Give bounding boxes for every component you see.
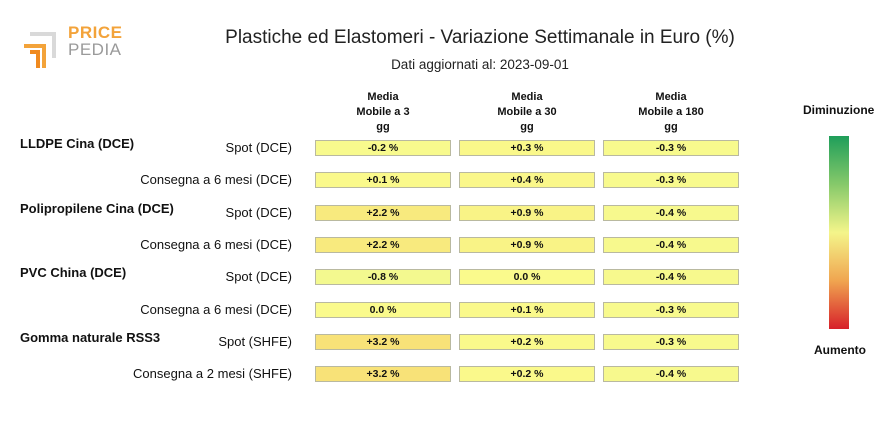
- column-header-line: Mobile a 3: [356, 106, 410, 118]
- value-cell: -0.3 %: [603, 301, 739, 318]
- row-label: Consegna a 6 mesi (DCE): [140, 301, 292, 317]
- value-cell: -0.8 %: [315, 269, 451, 286]
- value-cell: -0.4 %: [603, 269, 739, 286]
- column-header-line: gg: [520, 121, 534, 133]
- value-cell: +3.2 %: [315, 366, 451, 383]
- value-cell: +3.2 %: [315, 333, 451, 350]
- row-label: Consegna a 2 mesi (SHFE): [133, 366, 292, 382]
- column-header-line: Media: [511, 91, 543, 103]
- row-label: Spot (DCE): [225, 204, 292, 220]
- logo-pedia-text: PEDIA: [68, 40, 122, 59]
- column-header-line: gg: [664, 121, 678, 133]
- logo-mark-icon: [24, 32, 56, 68]
- value-cell: -0.3 %: [603, 140, 739, 156]
- legend-top-label: Diminuzione: [803, 103, 875, 117]
- group-label: Polipropilene Cina (DCE): [20, 200, 174, 216]
- value-cell: -0.3 %: [603, 333, 739, 350]
- value-cell: -0.2 %: [315, 140, 451, 156]
- value-cell: +2.2 %: [315, 236, 451, 253]
- value-cell: 0.0 %: [459, 269, 595, 286]
- value-cell: +0.2 %: [459, 333, 595, 350]
- chart-title: Plastiche ed Elastomeri - Variazione Set…: [225, 27, 735, 48]
- row-label: Consegna a 6 mesi (DCE): [140, 236, 292, 252]
- value-cell: +0.4 %: [459, 172, 595, 189]
- value-cell: +0.9 %: [459, 204, 595, 221]
- group-label: PVC China (DCE): [20, 265, 127, 281]
- group-label: LLDPE Cina (DCE): [20, 136, 135, 151]
- chart-subtitle: Dati aggiornati al: 2023-09-01: [391, 57, 569, 72]
- value-cell: +2.2 %: [315, 204, 451, 221]
- column-header-3: Media Mobile a 180 gg: [601, 90, 741, 135]
- row-label: Spot (DCE): [225, 140, 292, 155]
- column-header-1: Media Mobile a 3 gg: [313, 90, 453, 135]
- logo-price-text: PRICE: [68, 23, 123, 42]
- value-cell: -0.4 %: [603, 366, 739, 383]
- pricepedia-logo: PRICE PEDIA: [20, 24, 140, 74]
- column-header-line: Media: [367, 91, 399, 103]
- row-label: Consegna a 6 mesi (DCE): [140, 172, 292, 188]
- logo-wordmark: PRICE PEDIA: [68, 24, 122, 58]
- value-cell: 0.0 %: [315, 301, 451, 318]
- value-cell: +0.2 %: [459, 366, 595, 383]
- value-cell: -0.3 %: [603, 172, 739, 189]
- column-header-line: Mobile a 30: [497, 106, 557, 118]
- value-cell: -0.4 %: [603, 236, 739, 253]
- value-cell: +0.3 %: [459, 140, 595, 156]
- row-label: Spot (DCE): [225, 269, 292, 285]
- value-cell: +0.9 %: [459, 236, 595, 253]
- legend-bottom-label: Aumento: [814, 343, 866, 357]
- row-label: Spot (SHFE): [218, 333, 292, 349]
- value-cell: +0.1 %: [459, 301, 595, 318]
- value-cell: +0.1 %: [315, 172, 451, 189]
- legend-color-scale: [829, 136, 849, 329]
- column-header-line: Media: [655, 91, 687, 103]
- value-cell: -0.4 %: [603, 204, 739, 221]
- column-header-line: Mobile a 180: [638, 106, 704, 118]
- column-header-2: Media Mobile a 30 gg: [457, 90, 597, 135]
- group-label: Gomma naturale RSS3: [20, 329, 161, 345]
- column-header-line: gg: [376, 121, 390, 133]
